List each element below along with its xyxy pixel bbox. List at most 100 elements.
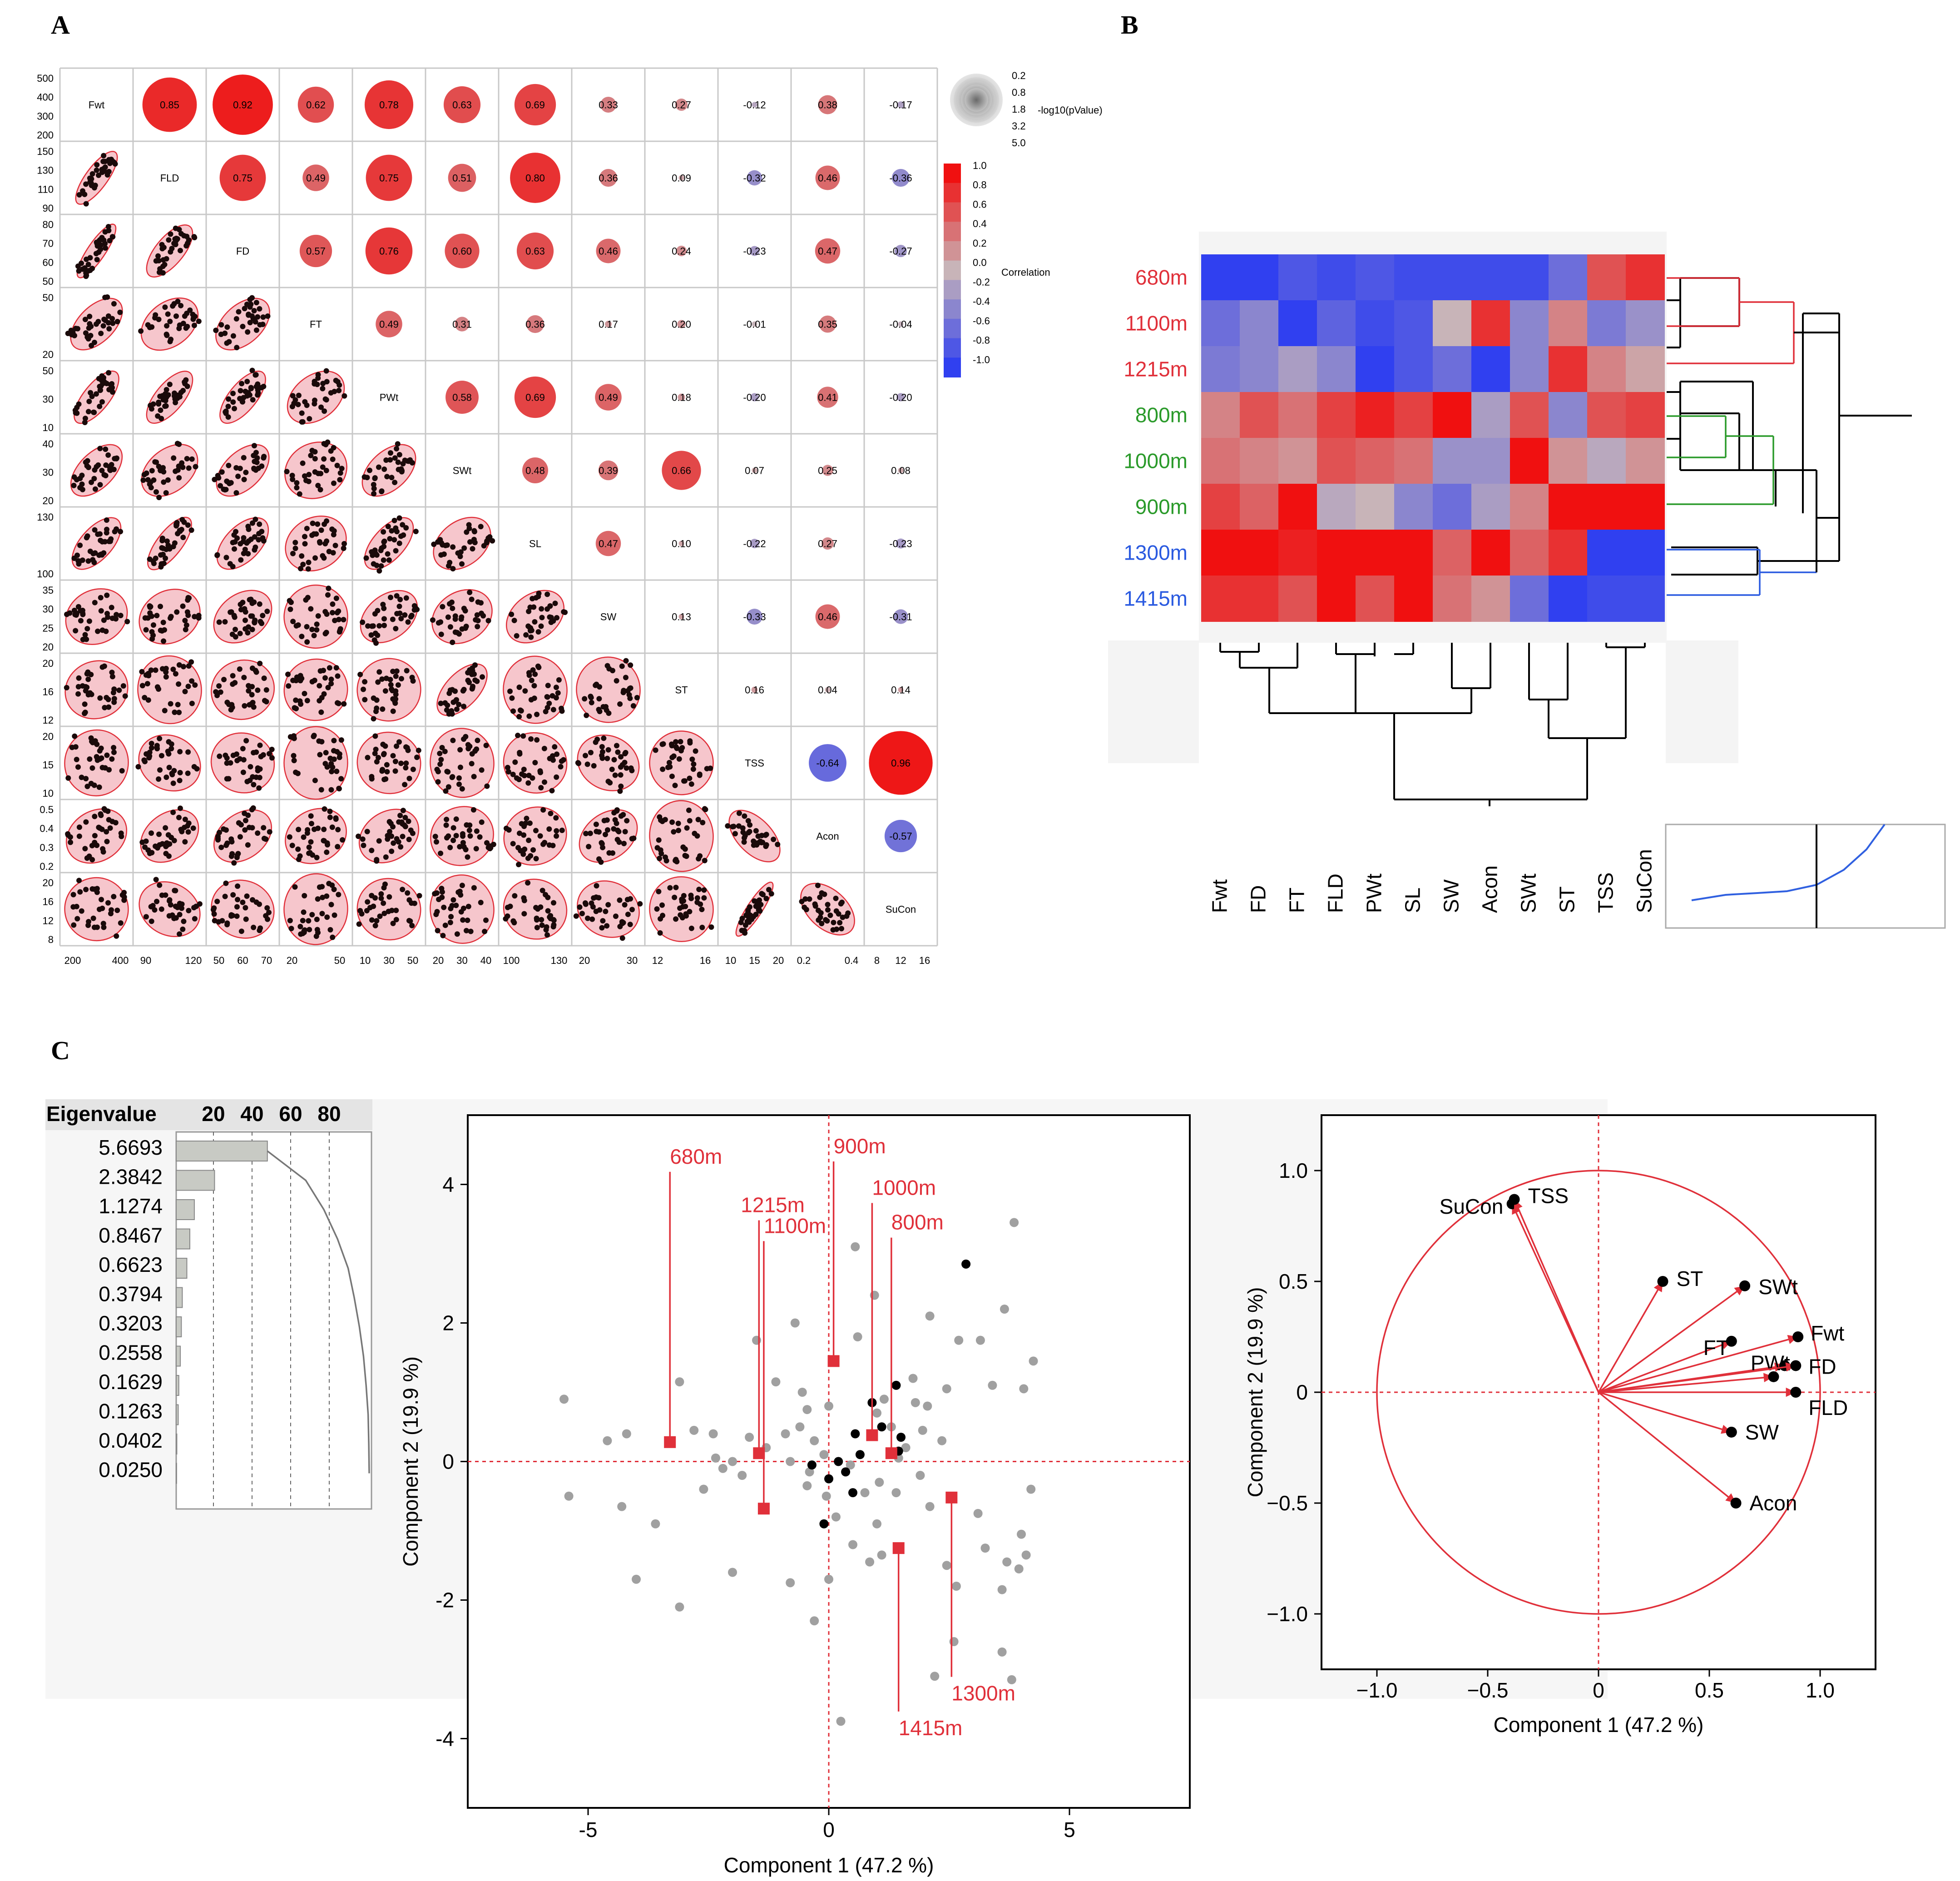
- correlation-value: 0.46: [599, 246, 618, 257]
- data-point: [410, 678, 416, 684]
- correlation-value: 0.24: [672, 246, 691, 257]
- data-point: [101, 663, 107, 669]
- data-point: [109, 386, 114, 392]
- variable-label: PWt: [380, 392, 399, 403]
- data-point: [327, 927, 333, 933]
- data-point: [315, 930, 321, 936]
- data-point: [362, 697, 368, 703]
- heatmap-cell: [1240, 392, 1279, 438]
- data-point: [174, 520, 180, 526]
- data-point: [605, 747, 611, 753]
- data-point: [163, 490, 169, 496]
- size-legend-value: 3.2: [1012, 120, 1026, 132]
- data-point: [376, 754, 381, 760]
- eigenvalue-label: 2.3842: [99, 1165, 163, 1189]
- y-tick-label: 0.3: [40, 842, 54, 853]
- data-point: [328, 390, 334, 396]
- data-point: [243, 916, 249, 922]
- data-point: [159, 628, 165, 634]
- data-point: [82, 419, 88, 425]
- data-point: [91, 476, 97, 481]
- loading-arrow: [1598, 1376, 1774, 1393]
- data-point: [253, 450, 259, 456]
- color-legend-value: -0.4: [973, 296, 990, 307]
- data-point: [223, 410, 229, 416]
- data-point: [139, 669, 145, 675]
- data-point: [74, 756, 79, 762]
- data-point: [218, 483, 223, 489]
- score-point-grey: [771, 1377, 781, 1387]
- site-marker: [892, 1542, 905, 1554]
- data-point: [696, 856, 702, 862]
- correlation-value: 0.49: [599, 392, 618, 403]
- correlation-value: 0.31: [452, 319, 472, 330]
- data-point: [167, 338, 173, 344]
- data-point: [634, 695, 640, 700]
- data-point: [97, 695, 103, 701]
- data-point: [461, 704, 467, 710]
- correlation-circle: [750, 393, 759, 402]
- data-point: [187, 307, 193, 313]
- data-point: [441, 904, 447, 910]
- data-point: [554, 751, 560, 757]
- data-point: [251, 443, 257, 449]
- y-tick-label: 0.4: [40, 823, 54, 834]
- data-point: [163, 387, 169, 392]
- data-point: [324, 914, 330, 920]
- data-point: [386, 557, 392, 563]
- data-point: [164, 333, 170, 338]
- data-point: [334, 700, 340, 706]
- data-point: [105, 224, 111, 230]
- x-tick-label: 20: [433, 955, 444, 966]
- data-point: [251, 466, 257, 472]
- site-marker: [885, 1447, 897, 1459]
- data-point: [445, 769, 451, 775]
- data-point: [240, 769, 246, 775]
- loading-label: FLD: [1808, 1396, 1848, 1419]
- data-point: [159, 536, 165, 541]
- score-point-grey: [942, 1561, 951, 1570]
- x-tick-label: 50: [213, 955, 224, 966]
- score-point-grey: [911, 1398, 920, 1407]
- data-point: [269, 755, 275, 761]
- data-point: [328, 676, 334, 682]
- score-point-grey: [942, 1384, 951, 1394]
- data-point: [296, 827, 302, 833]
- data-point: [102, 705, 108, 710]
- heatmap-cell: [1510, 484, 1549, 530]
- data-point: [101, 153, 107, 159]
- heatmap-cell: [1317, 530, 1356, 576]
- y-tick-label: 20: [43, 658, 54, 669]
- data-point: [368, 632, 374, 638]
- y-tick-label: 30: [43, 467, 54, 478]
- data-point: [329, 769, 335, 774]
- data-point: [165, 546, 171, 551]
- data-point: [112, 161, 118, 167]
- data-point: [328, 761, 334, 767]
- score-point-grey: [937, 1436, 947, 1445]
- data-point: [186, 465, 192, 471]
- data-point: [629, 907, 635, 913]
- data-point: [406, 918, 412, 923]
- eigen-bar: [176, 1463, 177, 1484]
- color-legend-swatch: [944, 241, 961, 261]
- data-point: [538, 769, 544, 775]
- data-point: [439, 744, 445, 750]
- data-point: [218, 844, 224, 850]
- data-point: [371, 637, 377, 643]
- data-point: [768, 891, 774, 897]
- correlation-circle: [752, 467, 757, 473]
- data-point: [190, 825, 196, 831]
- heatmap-cell: [1394, 254, 1433, 301]
- data-point: [396, 541, 402, 546]
- data-point: [546, 842, 552, 848]
- data-point: [240, 600, 246, 605]
- data-point: [255, 387, 261, 393]
- data-point: [545, 683, 551, 689]
- distance-plot-frame: [1665, 824, 1946, 929]
- loading-label: Fwt: [1811, 1321, 1844, 1345]
- data-point: [241, 757, 247, 763]
- density-ellipse: [141, 444, 198, 497]
- y-tick-label: −1.0: [1267, 1602, 1308, 1626]
- data-point: [753, 828, 759, 834]
